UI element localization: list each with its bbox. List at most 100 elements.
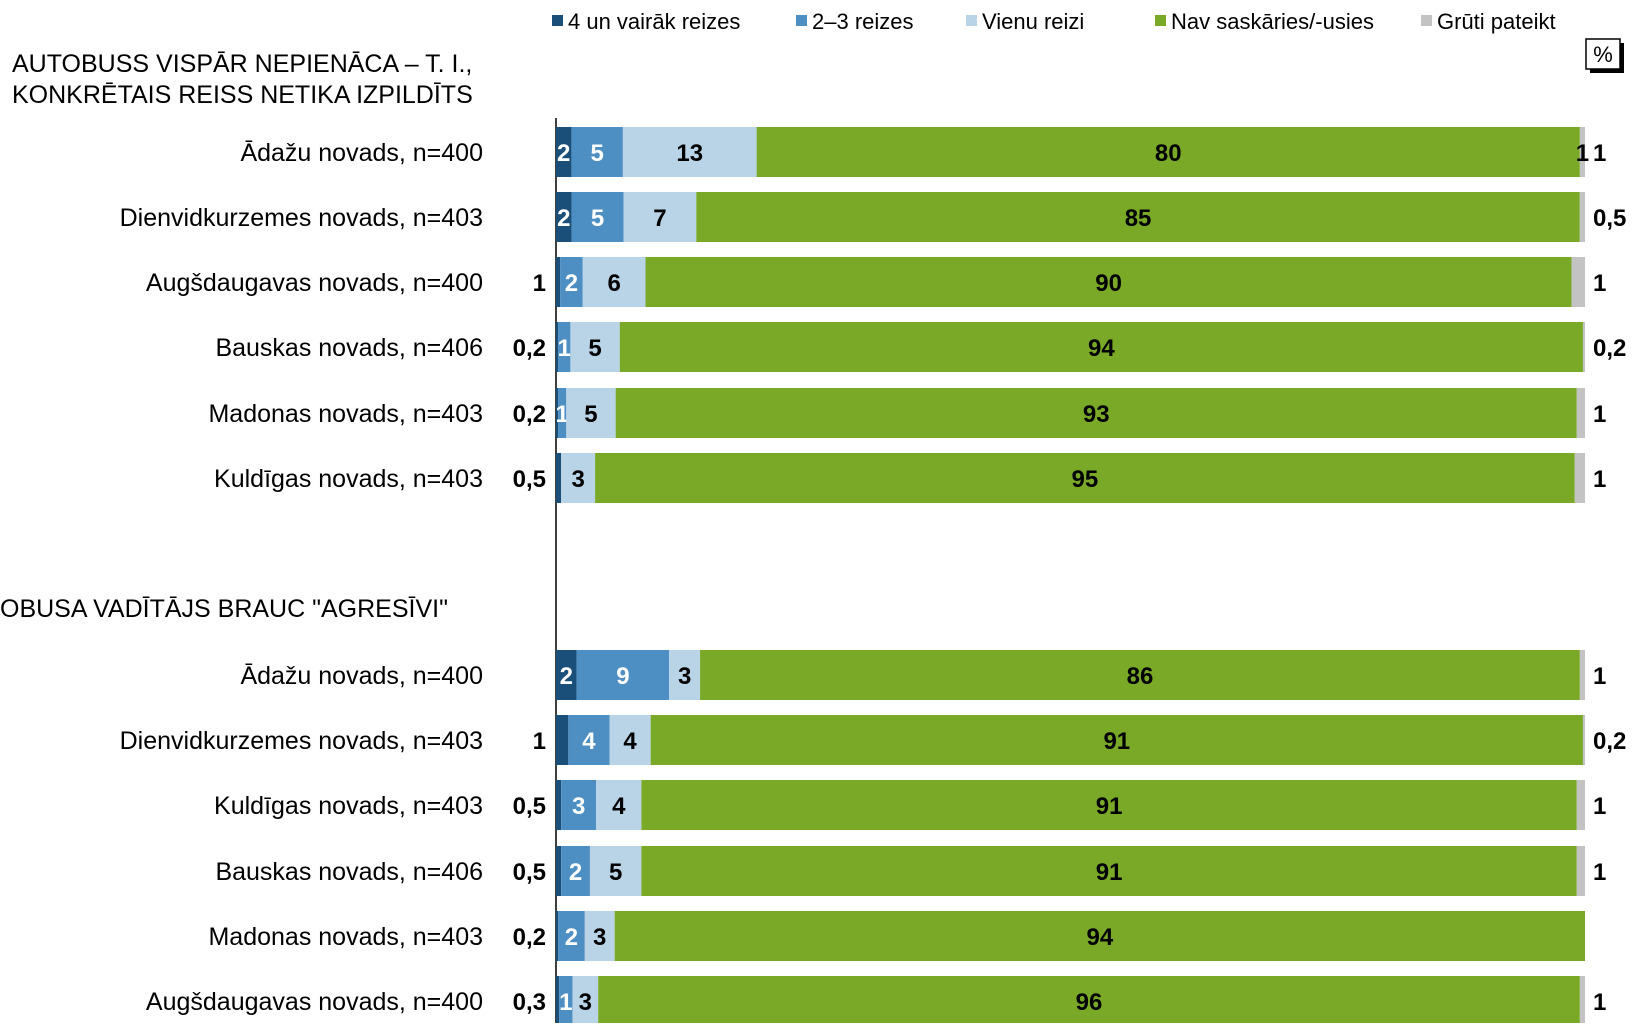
category-label: Bauskas novads, n=406: [215, 334, 483, 362]
bar-segment: [1582, 322, 1585, 372]
outside-right-label: 1: [1593, 270, 1606, 297]
legend-label: Vienu reizi: [982, 9, 1084, 34]
outside-right-label: 1: [1593, 140, 1606, 167]
bar-segment: [614, 911, 1585, 961]
bar-segment: [556, 780, 562, 830]
bar-segment: [556, 127, 572, 177]
bar-segment: [1576, 846, 1585, 896]
category-label: Augšdaugavas novads, n=400: [146, 988, 483, 1016]
outside-left-label: 1: [533, 270, 546, 297]
category-label: Kuldīgas novads, n=403: [214, 465, 483, 493]
bar-segment: [641, 780, 1577, 830]
bar-segment: [596, 780, 642, 830]
unit-label: %: [1593, 42, 1613, 67]
outside-right-label: 0,2: [1593, 728, 1626, 755]
bar-segment: [641, 846, 1577, 896]
data-label: 1: [555, 401, 568, 428]
category-label: Kuldīgas novads, n=403: [214, 792, 483, 820]
data-label: 3: [571, 466, 584, 493]
category-label: Madonas novads, n=403: [208, 923, 483, 951]
outside-left-label: 0,5: [513, 466, 546, 493]
bar-segment: [558, 388, 567, 438]
data-label: 94: [1086, 924, 1113, 951]
data-label: 94: [1088, 335, 1115, 362]
bar-segment: [1579, 650, 1585, 700]
data-label: 86: [1127, 663, 1154, 690]
bar-segment: [556, 976, 560, 1026]
unit-box: [1585, 38, 1621, 70]
data-label: 9: [616, 663, 629, 690]
bar-segment: [572, 976, 599, 1026]
category-label: Bauskas novads, n=406: [215, 858, 483, 886]
bar-segment: [1571, 257, 1585, 307]
legend-label: Grūti pateikt: [1437, 9, 1556, 34]
outside-right-label: 1: [1593, 466, 1606, 493]
bar-segment: [615, 388, 1577, 438]
bar-segment: [700, 650, 1580, 700]
outside-right-label: 1: [1593, 989, 1606, 1016]
data-label: 3: [579, 989, 592, 1016]
bar-segment: [589, 846, 642, 896]
bar-segment: [609, 715, 651, 765]
bar-segment: [556, 911, 559, 961]
outside-right-label: 1: [1593, 859, 1606, 886]
group-title: AUTOBUSS VISPĀR NEPIENĀCA – T. I.,: [12, 50, 472, 78]
bar-segment: [669, 650, 701, 700]
legend-label: Nav saskāries/-usies: [1171, 9, 1374, 34]
legend-swatch: [796, 15, 807, 26]
data-label: 5: [591, 205, 604, 232]
data-label: 1: [558, 335, 571, 362]
category-label: Dienvidkurzemes novads, n=403: [120, 204, 483, 232]
data-label: 91: [1096, 793, 1123, 820]
legend-label: 2–3 reizes: [812, 9, 914, 34]
legend-swatch: [1155, 15, 1166, 26]
outside-left-label: 0,5: [513, 859, 546, 886]
bar-segment: [1579, 192, 1585, 242]
bar-segment: [645, 257, 1572, 307]
outside-left-label: 0,2: [513, 924, 546, 951]
data-label: 2: [557, 205, 570, 232]
bar-segment: [556, 715, 569, 765]
data-label: 2: [565, 924, 578, 951]
data-label: 90: [1095, 270, 1122, 297]
data-label: 2: [569, 859, 582, 886]
outside-left-label: 0,2: [513, 335, 546, 362]
bar-segment: [570, 322, 620, 372]
data-label: 3: [678, 663, 691, 690]
bar-segment: [556, 650, 577, 700]
data-label: 91: [1103, 728, 1130, 755]
bar-segment: [598, 976, 1580, 1026]
data-label: 3: [572, 793, 585, 820]
outside-right-label: 1: [1593, 793, 1606, 820]
data-label: 1: [1576, 140, 1589, 167]
data-label: 5: [609, 859, 622, 886]
bar-segment: [623, 192, 697, 242]
group-title: KONKRĒTAIS REISS NETIKA IZPILDĪTS: [12, 81, 473, 109]
bar-segment: [568, 715, 610, 765]
data-label: 85: [1125, 205, 1152, 232]
bar-segment: [556, 846, 562, 896]
bar-segment: [560, 257, 583, 307]
data-label: 7: [653, 205, 666, 232]
legend-label: 4 un vairāk reizes: [568, 9, 740, 34]
outside-left-label: 0,5: [513, 793, 546, 820]
data-label: 13: [676, 140, 703, 167]
bar-segment: [561, 780, 597, 830]
outside-right-label: 0,5: [1593, 205, 1626, 232]
bar-segment: [1576, 780, 1585, 830]
outside-right-label: 0,2: [1593, 335, 1626, 362]
bar-segment: [619, 322, 1583, 372]
bar-segment: [561, 453, 596, 503]
bar-segment: [595, 453, 1575, 503]
outside-left-label: 0,3: [513, 989, 546, 1016]
bar-segment: [556, 322, 559, 372]
bar-segment: [1579, 976, 1585, 1026]
category-label: Ādažu novads, n=400: [240, 662, 483, 690]
data-label: 4: [612, 793, 626, 820]
bar-segment: [566, 388, 616, 438]
data-label: 95: [1072, 466, 1099, 493]
category-label: Madonas novads, n=403: [208, 400, 483, 428]
legend-swatch: [966, 15, 977, 26]
bar-segment: [556, 388, 559, 438]
